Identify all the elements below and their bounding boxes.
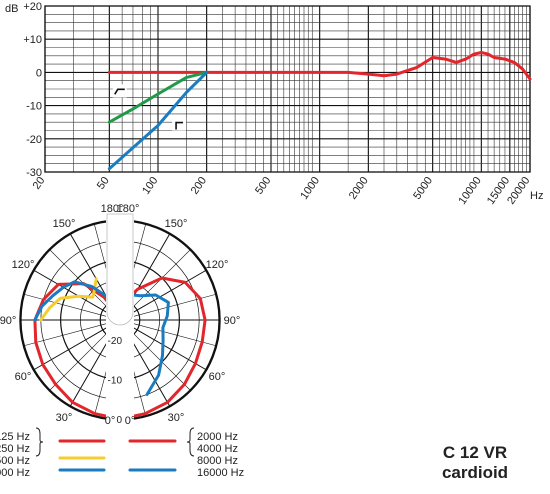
angle-label-right: 60° [209, 371, 226, 383]
angle-label-left: 120° [12, 259, 35, 271]
polar-spoke [34, 325, 110, 370]
legend-brace-left [35, 427, 44, 457]
x-tick-label: 500 [253, 175, 273, 197]
angle-label-left: 0° [105, 415, 116, 427]
polar-spoke [49, 249, 112, 312]
polar-pattern-name: cardioid [441, 463, 509, 482]
y-tick-labels: +20 +10 0 -10 -20 -30 [23, 1, 42, 179]
radial-label: -10 [108, 375, 123, 386]
angle-label-right: 90° [224, 315, 241, 327]
y-tick-label: -10 [26, 101, 42, 113]
polar-series [33, 213, 207, 422]
radial-label: -20 [108, 336, 123, 347]
frequency-series [107, 51, 532, 171]
y-unit-label: dB [5, 3, 18, 15]
polar-spoke [34, 270, 110, 315]
polar-spoke [49, 328, 112, 391]
frequency-grid [44, 5, 531, 173]
y-tick-label: +10 [23, 34, 42, 46]
polar-spoke [130, 270, 206, 315]
polar-spoke [24, 322, 109, 346]
polar-spoke [24, 294, 109, 318]
polar-series-left-3 [33, 280, 108, 322]
polar-divider-cap [106, 213, 134, 326]
response-series-2 [107, 70, 209, 124]
angle-label-left: 150° [53, 218, 76, 230]
frequency-frame [44, 5, 531, 173]
legend-label-left: 500 Hz [0, 455, 30, 467]
x-tick-label: 200 [189, 175, 209, 197]
angle-label-right: 30° [168, 412, 185, 424]
low-cut-filter-2 [172, 117, 187, 131]
polar-spoke [128, 328, 191, 391]
plot-frame [44, 5, 531, 173]
angle-label-left: 60° [15, 371, 32, 383]
frequency-response-chart: +20 +10 0 -10 -20 -30 20 50 100 200 500 1000 2000 50… [5, 1, 543, 207]
y-tick-label: 0 [36, 67, 42, 79]
x-tick-label: 10000 [456, 175, 483, 207]
angle-label-left: 30° [56, 412, 73, 424]
x-unit-label: Hz [530, 190, 543, 202]
x-tick-label: 100 [140, 175, 160, 197]
legend-label-right: 8000 Hz [197, 455, 238, 467]
angle-label-left: 90° [0, 315, 16, 327]
polar-spoke [130, 325, 206, 370]
filter-symbol-box [112, 84, 127, 98]
polar-pattern-chart: 180°180° 150° 150° 120° 120° 90° 90° 60° 60° 30° 3… [0, 203, 240, 427]
legend-label-left: 125 Hz [0, 431, 30, 443]
model-name: C 12 VR [442, 443, 508, 462]
legend-label-right: 2000 Hz [197, 431, 238, 443]
y-tick-label: -20 [26, 134, 42, 146]
x-tick-label: 50 [95, 175, 112, 192]
model-caption: C 12 VR cardioid [405, 443, 545, 483]
x-tick-label: 5000 [411, 175, 435, 202]
radial-label: 0 [116, 415, 122, 426]
legend-brace-right [186, 427, 195, 457]
legend-label-right: 16000 Hz [197, 467, 244, 479]
angle-label-right: 120° [206, 259, 229, 271]
filter-symbol-box [172, 117, 187, 131]
y-tick-label: +20 [23, 1, 42, 13]
x-tick-label: 1000 [298, 175, 322, 202]
low-cut-filter-1 [112, 84, 127, 98]
legend-label-right: 4000 Hz [197, 443, 238, 455]
angle-label-right: 180° [117, 203, 140, 215]
legend-label-left: 250 Hz [0, 443, 30, 455]
angle-label-left: 180° [101, 203, 124, 215]
filter-symbol-glyph [175, 121, 184, 130]
angle-label-right: 150° [165, 218, 188, 230]
filter-symbols [112, 84, 187, 131]
x-tick-label: 2000 [347, 175, 371, 202]
response-series-3 [107, 70, 209, 171]
x-tick-label: 20 [31, 175, 48, 192]
legend-label-left: 1000 Hz [0, 467, 30, 479]
response-series-1 [107, 51, 532, 81]
angle-label-right: 0° [125, 415, 136, 427]
polar-labels: 180°180° 150° 150° 120° 120° 90° 90° 60° 60° 30° 3… [0, 203, 240, 427]
y-tick-label: -30 [26, 167, 42, 179]
filter-symbol-glyph [114, 88, 125, 95]
polar-series-right-1 [118, 276, 207, 421]
